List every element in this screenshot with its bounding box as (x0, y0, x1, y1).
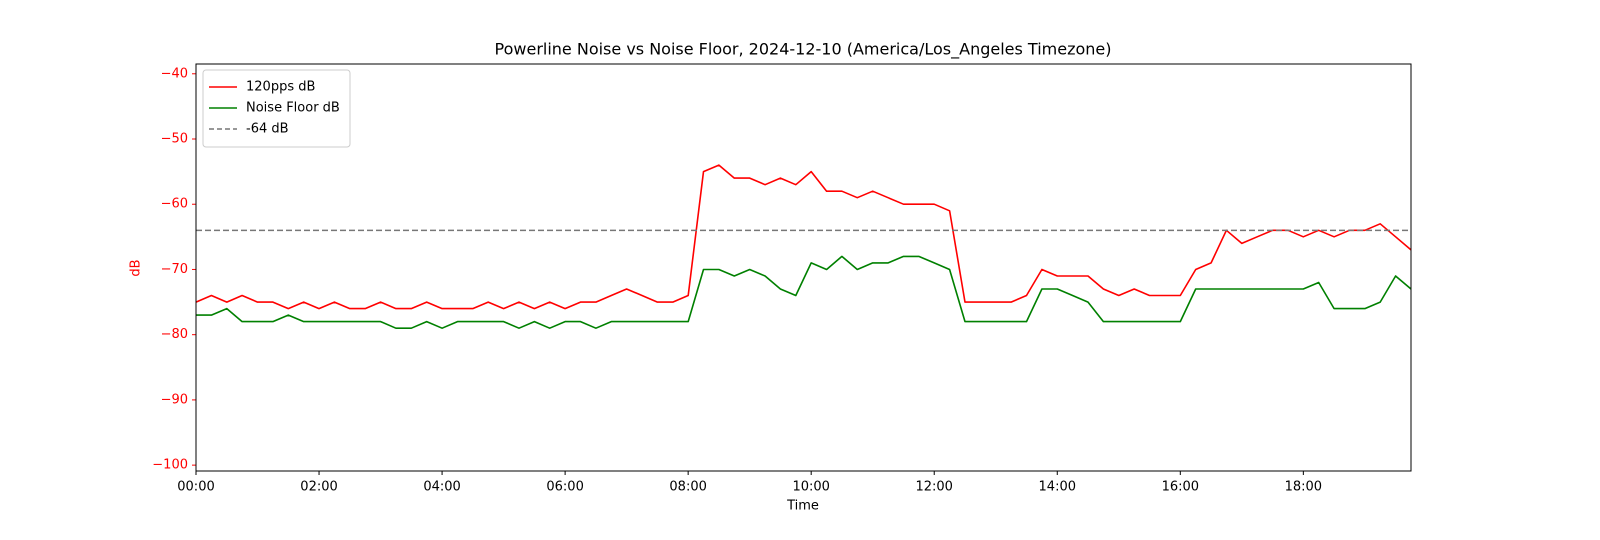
x-tick-label: 06:00 (546, 480, 583, 495)
data-line (196, 255, 1412, 329)
legend-label: Noise Floor dB (246, 101, 340, 116)
y-tick-label: −100 (152, 458, 188, 473)
x-axis-label: Time (786, 499, 819, 514)
y-tick-label: −60 (161, 197, 188, 212)
y-tick-label: −40 (161, 66, 188, 81)
data-line (195, 164, 1412, 310)
legend-label: 120pps dB (246, 80, 315, 95)
y-axis-label: dB (129, 259, 144, 276)
x-tick-label: 10:00 (792, 480, 829, 495)
x-tick-label: 04:00 (423, 480, 460, 495)
x-tick-label: 02:00 (300, 480, 337, 495)
x-tick-label: 08:00 (669, 480, 706, 495)
axes-frame (195, 63, 1412, 472)
chart-title: Powerline Noise vs Noise Floor, 2024-12-… (495, 40, 1112, 60)
y-tick-label: −90 (161, 392, 188, 407)
y-tick-label: −80 (161, 327, 188, 342)
x-tick-label: 18:00 (1285, 480, 1322, 495)
legend-label: -64 dB (246, 122, 289, 137)
x-tick-label: 16:00 (1162, 480, 1199, 495)
y-tick-label: −70 (161, 262, 188, 277)
x-tick-label: 00:00 (177, 480, 214, 495)
legend-box (202, 69, 351, 148)
y-tick-label: −50 (161, 132, 188, 147)
x-tick-label: 12:00 (915, 480, 952, 495)
x-tick-label: 14:00 (1039, 480, 1076, 495)
